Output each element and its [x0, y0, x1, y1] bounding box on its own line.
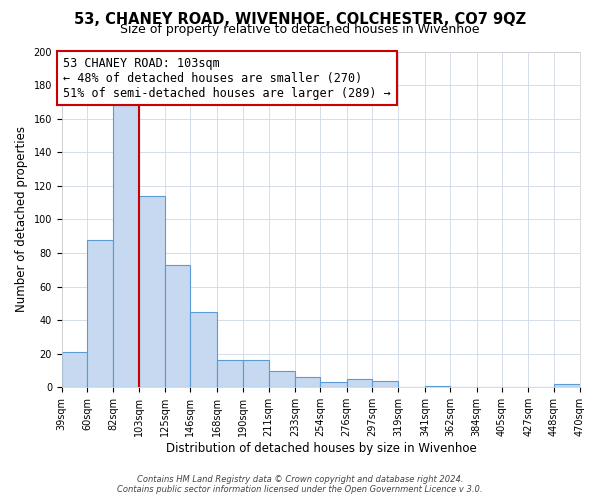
Bar [62, 352, 87, 388]
Text: Size of property relative to detached houses in Wivenhoe: Size of property relative to detached ho… [120, 22, 480, 36]
Bar [372, 380, 398, 388]
Bar [269, 370, 295, 388]
Text: 53 CHANEY ROAD: 103sqm
← 48% of detached houses are smaller (270)
51% of semi-de: 53 CHANEY ROAD: 103sqm ← 48% of detached… [63, 56, 391, 100]
Bar [347, 379, 372, 388]
Bar [425, 386, 450, 388]
Bar [113, 105, 139, 388]
Text: 53, CHANEY ROAD, WIVENHOE, COLCHESTER, CO7 9QZ: 53, CHANEY ROAD, WIVENHOE, COLCHESTER, C… [74, 12, 526, 28]
Bar [320, 382, 347, 388]
Bar [87, 240, 113, 388]
Bar [190, 312, 217, 388]
X-axis label: Distribution of detached houses by size in Wivenhoe: Distribution of detached houses by size … [166, 442, 476, 455]
Y-axis label: Number of detached properties: Number of detached properties [15, 126, 28, 312]
Text: Contains HM Land Registry data © Crown copyright and database right 2024.
Contai: Contains HM Land Registry data © Crown c… [117, 474, 483, 494]
Bar [244, 360, 269, 388]
Bar [295, 378, 320, 388]
Bar [217, 360, 244, 388]
Bar [139, 196, 165, 388]
Bar [554, 384, 580, 388]
Bar [165, 265, 190, 388]
